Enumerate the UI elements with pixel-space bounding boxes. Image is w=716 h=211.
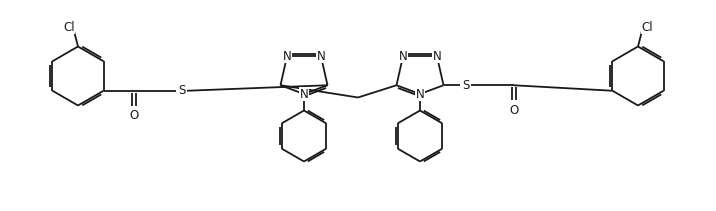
Text: N: N — [432, 50, 441, 62]
Text: N: N — [299, 88, 309, 100]
Text: O: O — [130, 109, 139, 122]
Text: Cl: Cl — [63, 20, 74, 34]
Text: N: N — [316, 50, 325, 62]
Text: N: N — [399, 50, 407, 62]
Text: Cl: Cl — [642, 20, 653, 34]
Text: O: O — [509, 104, 518, 117]
Text: S: S — [178, 84, 185, 97]
Text: S: S — [462, 79, 469, 92]
Text: N: N — [415, 88, 425, 100]
Text: N: N — [283, 50, 291, 62]
